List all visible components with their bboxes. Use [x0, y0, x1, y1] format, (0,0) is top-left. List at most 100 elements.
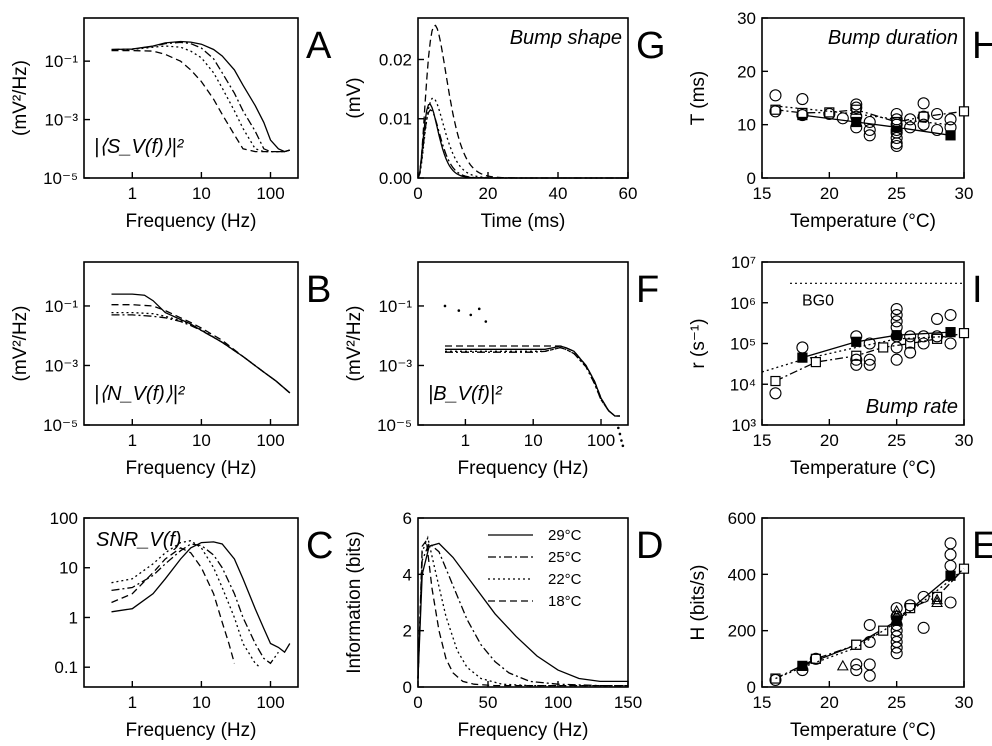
y-tick-label: 1: [69, 608, 78, 627]
data-point: [944, 308, 957, 322]
x-tick-label: 10: [192, 184, 211, 203]
series-line: [111, 541, 291, 654]
data-point: [809, 652, 822, 665]
panel-b: 1 10 100 10⁻¹ 10⁻³ 10⁻⁵ Frequency (Hz) (mV²/Hz)…: [10, 261, 331, 479]
y-tick-label: 10: [59, 559, 78, 578]
y-axis-label: Information (bits): [344, 531, 365, 674]
y-tick-label: 10⁻⁵: [377, 416, 412, 435]
y-tick-label: 10⁻⁵: [43, 169, 78, 188]
panel-annotation: Bump duration: [828, 27, 958, 49]
data-point: [904, 599, 917, 612]
panel-letter: B: [306, 269, 331, 311]
y-tick-label: 0.01: [379, 110, 412, 129]
y-axis-label: (mV²/Hz): [10, 306, 31, 382]
data-point: [917, 330, 930, 343]
data-point: [945, 327, 956, 338]
panel-annotation: SNR_V(f): [96, 529, 182, 551]
panel-annotation: Bump rate: [866, 396, 958, 418]
data-point: [443, 304, 447, 308]
data-point: [931, 593, 944, 605]
x-tick-label: 20: [479, 184, 498, 203]
plot-frame: [417, 517, 629, 688]
series-line: [775, 105, 951, 126]
series-line: [802, 114, 951, 136]
series-line: [417, 535, 628, 687]
y-tick-label: 10⁷: [731, 253, 756, 272]
x-tick-label: 1: [461, 431, 470, 450]
data-point: [917, 337, 930, 350]
x-tick-label: 150: [614, 693, 642, 712]
series-line: [111, 311, 291, 394]
data-point: [958, 327, 970, 339]
data-point: [944, 121, 957, 134]
panel-letter: E: [972, 525, 992, 567]
panel-annotation: |B_V(f)|²: [428, 383, 503, 405]
y-tick-label: 10: [737, 116, 756, 135]
panel-letter: A: [306, 25, 332, 67]
panel-letter: H: [972, 25, 992, 67]
data-point: [457, 309, 461, 312]
y-tick-label: 600: [728, 509, 756, 528]
y-tick-label: 400: [728, 565, 756, 584]
y-tick-label: 10⁶: [730, 294, 756, 313]
x-tick-label: 20: [820, 431, 839, 450]
data-point: [863, 635, 876, 648]
data-point: [836, 112, 849, 125]
data-point: [944, 548, 957, 561]
x-tick-label: 1: [128, 431, 137, 450]
data-point: [863, 337, 876, 350]
y-tick-label: 10⁵: [730, 335, 756, 354]
legend-label: 22°C: [548, 571, 582, 588]
series-line: [111, 293, 291, 394]
data-point: [958, 106, 970, 117]
data-point: [797, 352, 808, 363]
x-axis-label: Temperature (°C): [790, 458, 936, 479]
data-point: [944, 113, 957, 126]
series-line: [111, 547, 236, 664]
legend-label: 29°C: [548, 527, 582, 544]
x-tick-label: 30: [955, 184, 974, 203]
series-line: [761, 335, 951, 373]
y-tick-label: 10⁻¹: [44, 52, 78, 71]
series-line: [417, 542, 628, 687]
series-line: [802, 575, 951, 667]
plot-frame: [417, 261, 629, 426]
panel-annotation: |⟨S_V(f)⟩|²: [94, 136, 185, 158]
series-line: [111, 543, 279, 665]
series-line: [775, 568, 965, 680]
data-point: [904, 113, 917, 126]
data-point: [890, 137, 903, 150]
x-tick-label: 60: [619, 184, 638, 203]
data-point: [769, 89, 782, 102]
series-line: [417, 542, 628, 683]
y-tick-label: 0.02: [379, 50, 412, 69]
legend-label: 25°C: [548, 549, 582, 566]
y-tick-label: 4: [403, 565, 412, 584]
data-point: [890, 303, 903, 316]
reference-label: BG0: [802, 292, 834, 309]
y-tick-label: 0: [747, 678, 756, 697]
data-point: [769, 105, 782, 118]
y-axis-label: (mV²/Hz): [10, 60, 31, 136]
x-axis-label: Temperature (°C): [790, 211, 936, 232]
data-point: [618, 432, 622, 436]
panel-letter: C: [306, 525, 333, 567]
panel-i: 15 20 25 30 10⁷ 10⁶ 10⁵ 10⁴ 10³ Temperature (°C) r…: [688, 253, 983, 479]
data-point: [878, 625, 889, 636]
y-tick-label: 10⁻¹: [378, 297, 412, 316]
data-point: [890, 609, 903, 620]
y-axis-label: T (ms): [688, 71, 709, 126]
data-point: [863, 353, 876, 366]
y-tick-label: 0: [403, 678, 412, 697]
data-point: [890, 123, 903, 137]
y-tick-label: 10⁻⁵: [43, 416, 78, 435]
panel-annotation: |⟨N_V(f)⟩|²: [94, 383, 186, 405]
panel-letter: I: [972, 269, 983, 311]
data-point: [863, 129, 876, 142]
data-point: [944, 337, 957, 350]
x-tick-label: 25: [887, 693, 906, 712]
data-point: [850, 101, 863, 114]
data-point: [484, 320, 488, 323]
x-axis-label: Time (ms): [481, 211, 566, 232]
x-tick-label: 30: [955, 431, 974, 450]
